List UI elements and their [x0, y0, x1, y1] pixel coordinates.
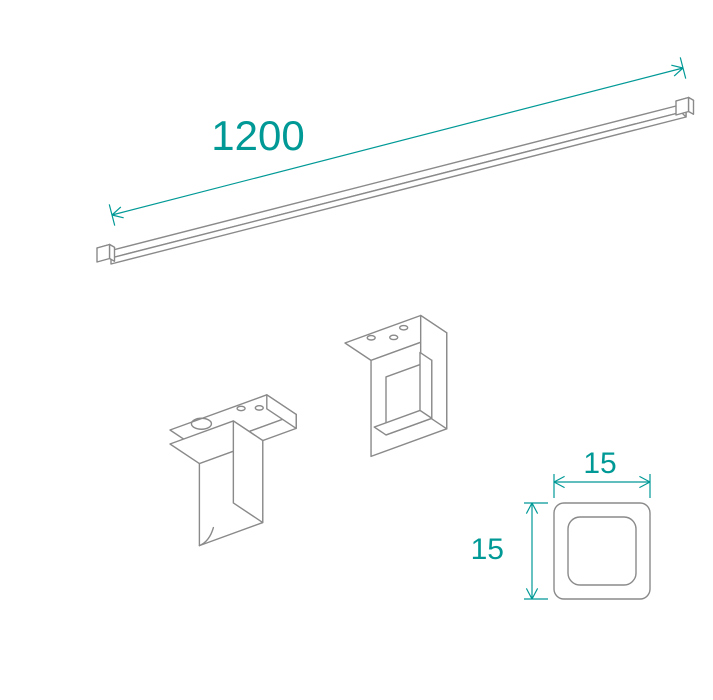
dim-bar-length: 1200 [109, 57, 685, 225]
dim-profile-w-value: 15 [583, 447, 616, 480]
part-bracket-b [345, 315, 447, 456]
part-profile-tile [554, 503, 650, 599]
dim-profile-h-value: 15 [471, 533, 504, 566]
part-bracket-a [170, 395, 296, 546]
part-bar [97, 98, 694, 265]
dim-bar-length-value: 1200 [211, 112, 304, 159]
